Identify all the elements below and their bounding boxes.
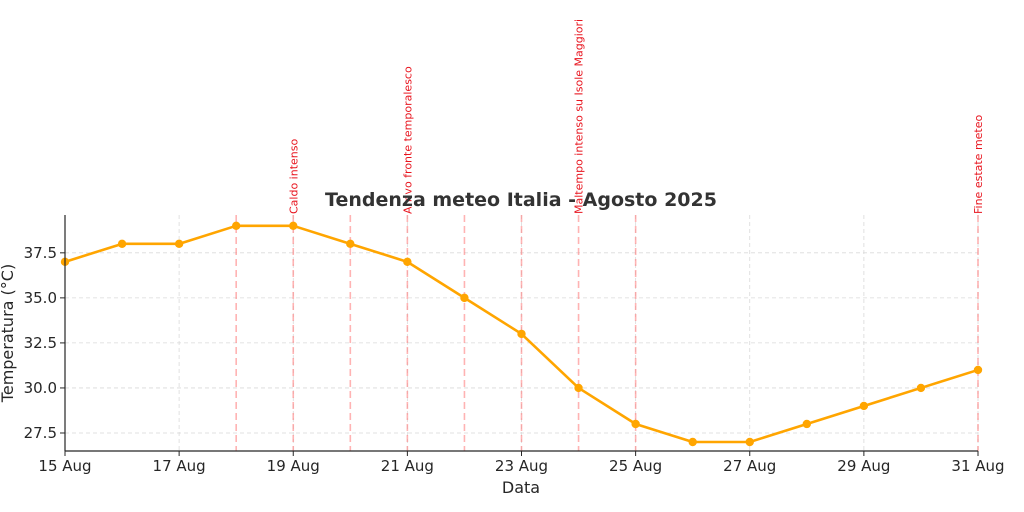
y-axis-label: Temperatura (°C)	[0, 264, 17, 403]
annotation-label: Caldo intenso	[287, 139, 300, 214]
data-point	[802, 419, 812, 429]
annotation-label: Arrivo fronte temporalesco	[401, 66, 414, 214]
data-point	[688, 437, 697, 447]
data-point	[916, 383, 926, 393]
data-point	[231, 221, 241, 231]
chart-title: Tendenza meteo Italia - Agosto 2025	[325, 189, 717, 211]
x-tick-label: 27 Aug	[723, 457, 776, 475]
x-tick-label: 17 Aug	[153, 457, 206, 475]
data-point	[403, 257, 412, 267]
x-tick-label: 21 Aug	[381, 457, 434, 475]
data-point	[460, 293, 469, 303]
y-tick-label: 35.0	[24, 289, 57, 307]
x-tick-label: 25 Aug	[609, 457, 662, 475]
y-tick-label: 32.5	[24, 334, 57, 352]
y-tick-label: 30.0	[24, 379, 57, 397]
x-tick-label: 15 Aug	[38, 457, 91, 475]
annotation-label: Fine estate meteo	[972, 114, 985, 214]
data-point	[517, 329, 526, 339]
data-point	[631, 419, 640, 429]
x-tick-label: 31 Aug	[951, 457, 1004, 475]
x-axis-label: Data	[502, 478, 540, 497]
x-tick-label: 23 Aug	[495, 457, 548, 475]
annotation-label: Maltempo intenso su Isole Maggiori	[573, 19, 586, 214]
data-point	[289, 221, 298, 231]
y-tick-label: 37.5	[24, 244, 57, 262]
series-layer	[60, 221, 983, 447]
data-point	[859, 401, 869, 411]
x-tick-label: 29 Aug	[837, 457, 890, 475]
data-point	[117, 239, 127, 249]
data-point	[346, 239, 355, 249]
data-point	[745, 437, 754, 447]
y-tick-label: 27.5	[24, 424, 57, 442]
data-point	[574, 383, 583, 393]
axes-layer: 15 Aug 17 Aug 19 Aug 21 Aug 23 Aug 25 Aug 27 A…	[24, 215, 1005, 475]
x-tick-label: 19 Aug	[267, 457, 320, 475]
data-point	[973, 365, 983, 375]
data-point	[174, 239, 184, 249]
event-lines-layer	[235, 215, 979, 451]
annotations-layer: Caldo intenso Arrivo fronte temporalesco M…	[287, 19, 985, 214]
